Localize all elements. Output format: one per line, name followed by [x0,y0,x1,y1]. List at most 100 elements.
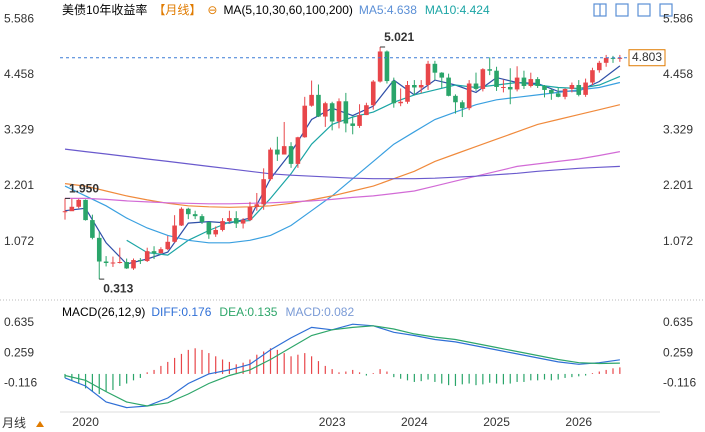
legend: DIFF:0.176 DEA:0.135 MACD:0.082 [151,305,354,319]
candle-body [377,51,383,82]
macd-bar [256,354,258,374]
macd-bar [311,356,313,374]
macd-bar [379,369,381,374]
icon-settings[interactable] [659,3,673,17]
candle-body [165,241,171,250]
period-button[interactable]: 月线 [2,416,44,430]
legend-entry: MA5:4.638 [358,3,417,17]
candle-body [425,63,431,85]
candle-body [542,85,547,90]
candle-body [199,216,205,223]
macd-bar [283,353,285,374]
x-tick-label: 2020 [72,415,99,429]
candle-body [261,179,266,205]
candle-body [384,51,390,82]
macd-bar [180,353,183,374]
candle-body [90,220,95,238]
candle-body [138,260,143,262]
candle-body [480,69,486,89]
collapse-icon[interactable]: ⊖ [207,3,218,17]
macd-bar [441,373,443,384]
y-tick-label: 1.072 [4,234,34,248]
macd-bar [543,373,546,380]
icon-draw[interactable] [637,3,651,17]
candle-body [179,208,184,226]
y-tick-label-right: 2.201 [663,178,693,192]
macd-bar [386,371,388,374]
candle-body [110,262,116,264]
legend-entry: DEA:0.135 [219,305,278,319]
candle-body [398,101,403,104]
macd-bar [365,373,367,376]
candle-body [172,225,177,242]
macd-bar [482,373,484,385]
candle-body [460,102,465,109]
macd-bar [523,373,525,382]
candle-body [240,220,246,224]
macd-bar [358,372,361,374]
macd-bar [427,373,429,380]
candle-body [323,103,328,117]
macd-bar [242,362,244,374]
candle-body [370,81,376,106]
dropdown-icon[interactable] [36,421,44,427]
y-tick-label: 2.201 [4,178,34,192]
x-tick-label: 2023 [319,415,346,429]
candle-body [186,208,191,215]
y-tick-label-right: 5.586 [663,11,693,25]
y-tick-label: -0.116 [4,375,37,389]
macd-bar [400,373,402,379]
macd-bar [194,348,196,374]
macd-bar [345,371,347,374]
macd-bar [160,365,162,374]
macd-bar [406,373,409,381]
candle-body [439,72,445,78]
macd-bar [578,373,580,377]
macd-bar [571,373,573,378]
candle-body [418,85,424,88]
macd-bar [413,373,415,382]
macd-bar [338,372,340,374]
legend-entry: MA10:4.424 [424,3,490,17]
ma-line [65,151,621,205]
macd-bar [612,368,614,374]
macd-bar [502,373,504,385]
candle-body [549,89,554,94]
y-tick-label-right: -0.116 [663,375,696,389]
macd-bar [167,361,169,374]
period-button-label[interactable]: 月线 [2,416,26,430]
icon-indicator[interactable] [615,3,629,17]
macd-bar [119,373,121,386]
macd-bar [276,349,278,374]
candle-body [69,206,75,212]
macd-bar [585,373,587,376]
candle-body [391,81,397,104]
candle-body [295,137,301,164]
macd-bar [98,373,100,394]
candle-body [254,204,260,207]
candle-body [473,83,479,89]
y-tick-label: 0.259 [4,345,34,359]
candle-body [357,115,362,126]
candle-body [268,149,273,180]
candle-body [514,77,520,90]
toolbar-icons[interactable] [593,3,673,17]
annotation: 5.021 [384,30,414,44]
y-tick-label: 3.329 [4,123,34,137]
macd-bar [420,373,422,382]
candle-body [590,70,595,83]
macd-bar [153,369,155,374]
candle-body [617,57,623,59]
period-label[interactable]: 【月线】 [153,3,202,17]
legend: MA5:4.638 MA10:4.424 [359,3,490,17]
candle-body [281,146,287,155]
candle-body [227,218,232,222]
candle-body [528,79,534,86]
candle-body [233,218,239,224]
candle-body [213,229,218,235]
macd-bar [495,373,498,384]
x-tick-label: 2024 [401,415,428,429]
ma-line [64,65,621,265]
macd-bar [105,373,107,392]
